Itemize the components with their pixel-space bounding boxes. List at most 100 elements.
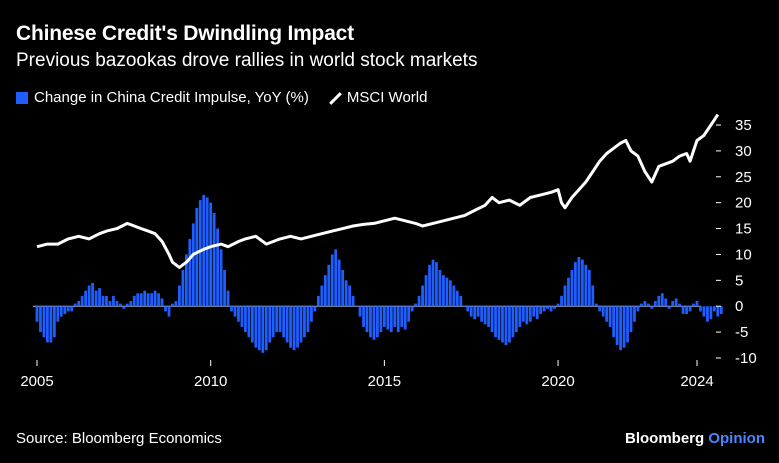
legend-item-msci-world: MSCI World	[327, 89, 428, 106]
credit-impulse-bar	[146, 293, 150, 307]
credit-impulse-bar	[153, 290, 157, 307]
credit-impulse-bar	[539, 306, 543, 314]
credit-impulse-bar	[216, 228, 220, 307]
credit-impulse-bar	[59, 306, 63, 317]
credit-impulse-bar	[563, 285, 567, 307]
credit-impulse-bar	[330, 254, 334, 307]
credit-impulse-bar	[490, 306, 494, 333]
y-tick-label: 35	[735, 117, 752, 134]
credit-impulse-bar	[310, 306, 313, 322]
credit-impulse-bar	[553, 306, 556, 309]
credit-impulse-bar	[289, 306, 292, 348]
credit-impulse-bar	[601, 306, 605, 317]
credit-impulse-bar	[643, 301, 647, 307]
credit-impulse-bar	[63, 306, 67, 314]
credit-impulse-bar	[129, 301, 133, 307]
credit-impulse-bar	[66, 306, 70, 312]
credit-impulse-bar	[445, 277, 449, 307]
credit-impulse-bar	[80, 295, 84, 307]
credit-impulse-bar	[448, 280, 452, 307]
credit-impulse-bar	[320, 285, 324, 307]
credit-impulse-bar	[480, 306, 484, 322]
credit-impulse-bar	[692, 303, 695, 307]
credit-impulse-bar	[382, 306, 386, 327]
credit-impulse-bar	[421, 285, 424, 307]
credit-impulse-bar	[184, 254, 188, 307]
credit-impulse-bar	[678, 303, 682, 307]
credit-impulse-bar	[706, 306, 709, 322]
legend-bar-swatch-icon	[16, 91, 28, 104]
credit-impulse-bar	[671, 301, 675, 307]
credit-impulse-bar	[178, 285, 181, 307]
credit-impulse-bar	[535, 306, 539, 320]
y-tick-label: 30	[735, 143, 752, 160]
credit-impulse-bar	[577, 257, 581, 307]
credit-impulse-bar	[362, 306, 365, 327]
y-tick-label: 0	[735, 298, 743, 315]
credit-impulse-bar	[574, 262, 577, 307]
credit-impulse-bar	[250, 306, 254, 343]
credit-impulse-bar	[664, 298, 668, 307]
credit-impulse-bar	[171, 303, 174, 307]
credit-impulse-bar	[389, 306, 393, 333]
y-tick-label: 20	[735, 195, 752, 212]
source-note: Source: Bloomberg Economics	[16, 430, 222, 447]
credit-impulse-bar	[508, 306, 511, 343]
chart-subtitle: Previous bazookas drove rallies in world…	[16, 50, 478, 71]
credit-impulse-bar	[164, 306, 167, 312]
credit-impulse-bar	[52, 306, 56, 338]
credit-impulse-bar	[369, 306, 372, 338]
credit-impulse-bar	[205, 197, 209, 307]
credit-impulse-bar	[386, 306, 390, 330]
x-tick-label: 2005	[20, 373, 53, 390]
credit-impulse-bar	[580, 259, 584, 307]
credit-impulse-bar	[424, 275, 428, 307]
credit-impulse-bar	[223, 269, 226, 307]
credit-impulse-bar	[230, 306, 233, 312]
credit-impulse-bar	[407, 306, 411, 322]
credit-impulse-bar	[157, 293, 160, 307]
credit-impulse-bar	[542, 306, 546, 312]
credit-impulse-bar	[337, 259, 341, 307]
credit-impulse-bar	[292, 306, 296, 351]
credit-impulse-bar	[712, 306, 716, 312]
credit-impulse-bar	[660, 293, 664, 307]
credit-impulse-bar	[323, 275, 327, 307]
credit-impulse-bar	[313, 306, 317, 312]
credit-impulse-bar	[688, 306, 692, 312]
credit-impulse-bar	[702, 306, 706, 317]
credit-impulse-bar	[303, 306, 306, 338]
credit-impulse-bar	[494, 306, 497, 338]
credit-impulse-bar	[556, 303, 560, 307]
credit-impulse-bar	[160, 298, 164, 307]
credit-impulse-bar	[528, 306, 532, 322]
credit-impulse-bar	[39, 306, 42, 333]
credit-impulse-bar	[459, 295, 463, 307]
credit-impulse-bar	[400, 306, 404, 327]
y-tick-label: 15	[735, 221, 752, 238]
credit-impulse-bar	[219, 249, 223, 307]
credit-impulse-bar	[247, 306, 251, 338]
credit-impulse-bar	[233, 306, 237, 317]
credit-impulse-bar	[188, 238, 192, 307]
credit-impulse-bar	[532, 306, 536, 317]
msci-world-line	[36, 113, 720, 269]
credit-impulse-bar	[584, 264, 588, 307]
credit-impulse-bar	[431, 259, 435, 307]
credit-impulse-bar	[462, 306, 466, 307]
credit-impulse-bar	[487, 306, 490, 327]
credit-impulse-bar	[476, 306, 480, 317]
credit-impulse-bar	[77, 301, 81, 307]
credit-impulse-bar	[285, 306, 289, 343]
credit-impulse-bar	[125, 303, 129, 307]
credit-impulse-bar	[341, 269, 345, 307]
credit-impulse-bar	[376, 306, 379, 338]
x-tick-label: 2024	[680, 373, 713, 390]
credit-impulse-bar	[497, 306, 501, 340]
y-tick-label: 25	[735, 169, 752, 186]
credit-impulse-bar	[417, 295, 421, 307]
credit-impulse-bar	[646, 303, 650, 307]
credit-impulse-bar	[709, 306, 713, 320]
credit-impulse-bar	[275, 306, 279, 333]
credit-impulse-bar	[105, 295, 108, 307]
